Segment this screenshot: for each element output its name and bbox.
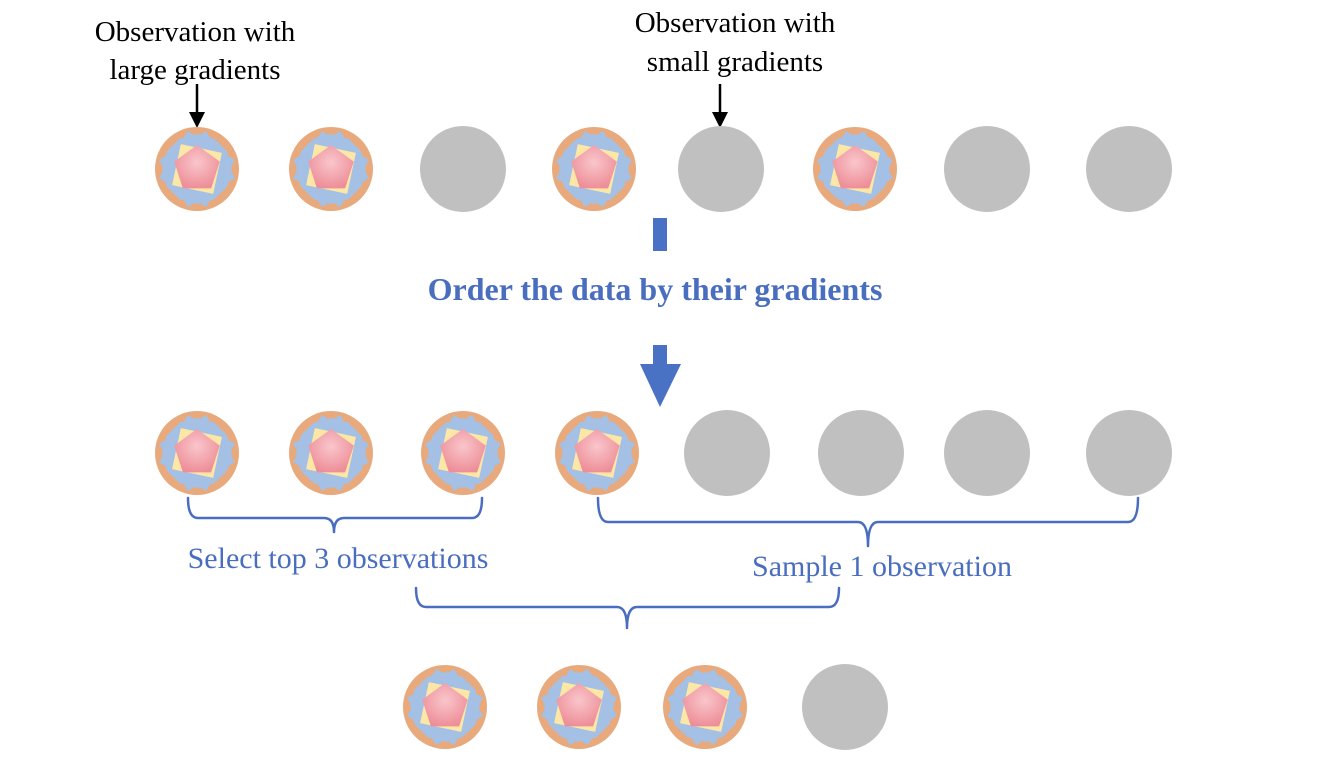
order-step-arrow <box>640 218 681 407</box>
sample-label: Sample 1 observation <box>752 550 1012 583</box>
large-gradient-observation <box>155 411 239 495</box>
large-gradient-observation <box>813 127 897 211</box>
large-gradient-observation <box>552 127 636 211</box>
ordered-observation-row <box>155 410 1172 496</box>
small-gradient-observation <box>1086 126 1172 212</box>
sampled-observation-row <box>403 664 888 750</box>
small-gradient-observation <box>1086 410 1172 496</box>
small-gradient-observation <box>802 664 888 750</box>
large-gradient-observation <box>555 411 639 495</box>
select-top-bracket <box>186 496 484 534</box>
order-step-label: Order the data by their gradients <box>428 271 883 307</box>
small-gradient-observation <box>420 126 506 212</box>
order-step-arrow-neck <box>653 345 667 365</box>
small-gradient-observation <box>944 126 1030 212</box>
small-gradients-pointer-arrow <box>712 84 728 128</box>
small-gradients-label-line2: small gradients <box>647 46 823 78</box>
large-gradient-observation <box>289 127 373 211</box>
original-observation-row <box>155 126 1172 212</box>
small-gradients-label-line1: Observation with <box>635 7 836 39</box>
small-gradient-observation <box>818 410 904 496</box>
order-step-arrow-shaft <box>653 218 667 251</box>
select-top-label: Select top 3 observations <box>188 542 489 575</box>
large-gradient-observation <box>663 665 747 749</box>
small-gradient-observation <box>684 410 770 496</box>
large-gradients-label-line2: large gradients <box>110 54 281 86</box>
large-gradient-observation <box>289 411 373 495</box>
large-gradients-label-line1: Observation with <box>95 16 296 48</box>
merge-bracket <box>414 586 841 630</box>
order-step-arrow-head <box>640 364 681 407</box>
large-gradient-observation <box>421 411 505 495</box>
small-gradient-observation <box>944 410 1030 496</box>
small-gradient-observation <box>678 126 764 212</box>
large-gradient-observation <box>537 665 621 749</box>
large-gradient-observation <box>155 127 239 211</box>
sample-bracket <box>596 496 1140 548</box>
large-gradients-pointer-arrow <box>189 84 205 128</box>
large-gradient-observation <box>403 665 487 749</box>
